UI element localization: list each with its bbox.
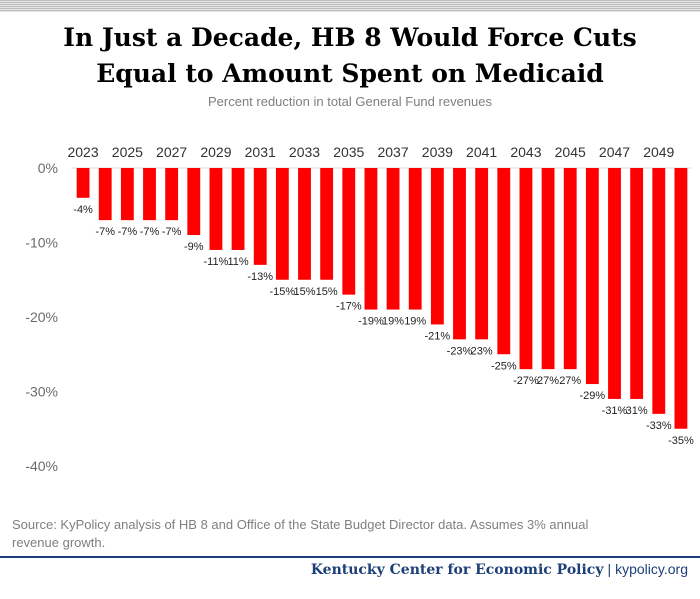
bar [165, 168, 179, 221]
x-tick-label: 2031 [245, 144, 276, 160]
footer: Kentucky Center for Economic Policy | kypo… [311, 561, 688, 578]
bar [209, 168, 223, 250]
chart-title-line-1: In Just a Decade, HB 8 Would Force Cuts [63, 23, 637, 52]
bar [408, 168, 422, 310]
x-tick-label: 2039 [422, 144, 453, 160]
header-stripe [0, 0, 700, 12]
x-tick-label: 2041 [466, 144, 497, 160]
bar-data-label: -33% [646, 420, 672, 432]
y-tick-label: -30% [25, 384, 58, 400]
footer-url-link[interactable]: kypolicy.org [615, 561, 688, 577]
bar [143, 168, 156, 221]
bar [497, 168, 511, 355]
y-tick-label: -40% [25, 458, 58, 474]
bar-data-label: -23% [447, 345, 473, 357]
x-tick-label: 2035 [333, 144, 364, 160]
x-tick-label: 2045 [555, 144, 586, 160]
bar [652, 168, 666, 414]
bar [187, 168, 201, 236]
bar [453, 168, 466, 340]
chart-title: In Just a Decade, HB 8 Would Force Cuts … [0, 20, 700, 92]
bar-data-label: 31% [626, 405, 648, 417]
source-note: Source: KyPolicy analysis of HB 8 and Of… [12, 517, 589, 550]
bar-data-label: -15% [270, 286, 296, 298]
bar [120, 168, 134, 221]
bar-data-label: -11% [203, 256, 228, 268]
bar-data-label: -7% [118, 226, 138, 238]
bar-data-label: -7% [95, 226, 115, 238]
bar-data-label: -31% [602, 405, 628, 417]
bar [585, 168, 599, 385]
bar [76, 168, 90, 198]
bar-data-label: -21% [425, 330, 451, 342]
y-tick-label: 0% [38, 160, 58, 176]
bar-data-label: -4% [73, 204, 93, 216]
bar-data-label: 11% [227, 256, 248, 268]
bar-data-label: -9% [184, 241, 204, 253]
y-tick-label: -20% [25, 309, 58, 325]
bar-data-label: 19% [404, 316, 426, 328]
bar-data-label: 19% [382, 316, 404, 328]
x-tick-label: 2033 [289, 144, 320, 160]
bar-data-label: -27% [513, 375, 539, 387]
bar [430, 168, 444, 325]
bar-data-label: -13% [247, 271, 273, 283]
bar [608, 168, 621, 399]
bar [231, 168, 245, 250]
bar-data-label: -25% [491, 360, 517, 372]
x-tick-label: 2047 [599, 144, 630, 160]
x-tick-label: 2049 [643, 144, 674, 160]
bar [298, 168, 311, 280]
bar-data-label: 27% [537, 375, 559, 387]
bar-data-label: -19% [358, 316, 384, 328]
bar-data-label: -7% [162, 226, 182, 238]
bar-data-label: 15% [293, 286, 315, 298]
bar [98, 168, 112, 221]
chart-title-line-2: Equal to Amount Spent on Medicaid [96, 59, 604, 88]
x-tick-label: 2029 [200, 144, 231, 160]
bar-data-label: -7% [140, 226, 160, 238]
x-tick-label: 2043 [510, 144, 541, 160]
bar-data-label: -17% [336, 301, 362, 313]
x-tick-label: 2025 [112, 144, 143, 160]
bar [674, 168, 688, 429]
y-tick-label: -10% [25, 235, 58, 251]
bar-chart: 0%-10%-20%-30%-40%-4%-7% -7% -7% -7%-9%-11%… [25, 144, 694, 474]
bar [320, 168, 334, 280]
bar [630, 168, 644, 399]
footer-org-name: Kentucky Center for Economic Policy [310, 562, 604, 578]
bar [364, 168, 378, 310]
bar-data-label: 27% [559, 375, 581, 387]
x-tick-label: 2037 [377, 144, 408, 160]
x-tick-label: 2027 [156, 144, 187, 160]
bar [253, 168, 267, 265]
footer-separator: | [607, 561, 612, 577]
bar [475, 168, 489, 340]
bar-data-label: 15% [316, 286, 338, 298]
x-tick-label: 2023 [67, 144, 98, 160]
bar [519, 168, 533, 370]
bar [275, 168, 289, 280]
footer-rule [0, 556, 700, 558]
bar [563, 168, 577, 370]
bar-data-label: -29% [580, 390, 606, 402]
bar [386, 168, 400, 310]
chart-subtitle: Percent reduction in total General Fund … [207, 94, 492, 109]
bar [541, 168, 555, 370]
bar-data-label: 23% [471, 345, 493, 357]
bar [342, 168, 356, 295]
bar-data-label: -35% [668, 435, 694, 447]
